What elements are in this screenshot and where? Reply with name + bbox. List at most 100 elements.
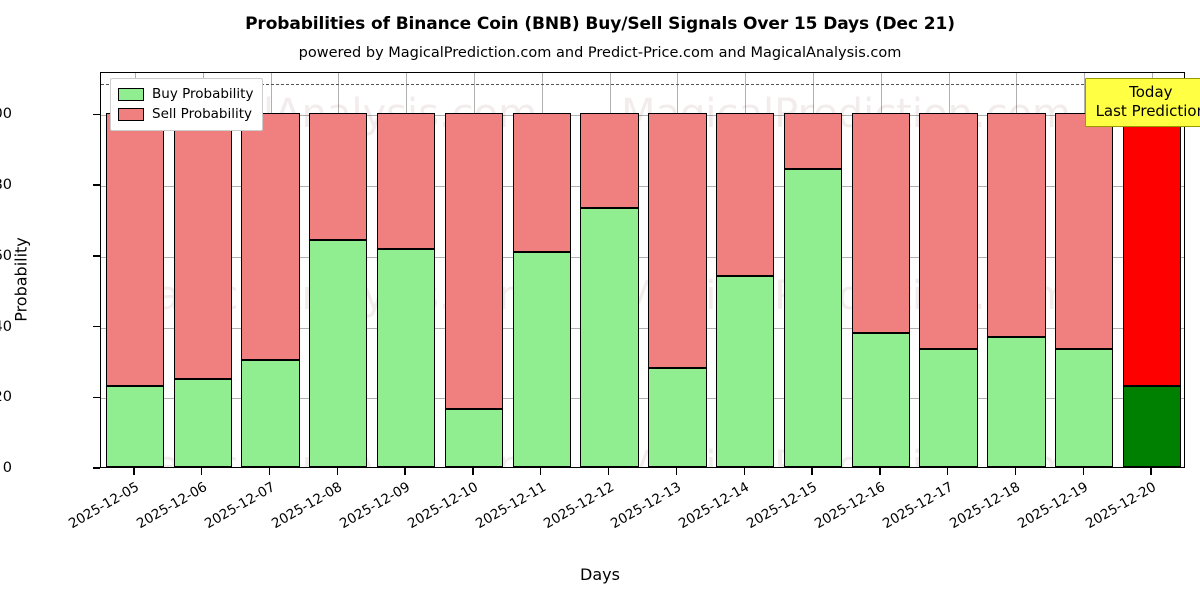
gridline-horizontal — [101, 186, 1184, 188]
bar-group[interactable] — [512, 73, 571, 467]
chart-subtitle: powered by MagicalPrediction.com and Pre… — [298, 45, 902, 61]
y-axis-tick-mark — [93, 467, 100, 469]
bar-segment-buy[interactable] — [987, 336, 1046, 467]
y-axis-tick-mark — [93, 396, 100, 398]
bar-segment-buy[interactable] — [1055, 348, 1114, 467]
legend-label-buy: Buy Probability — [152, 85, 254, 102]
bar-group[interactable] — [1122, 73, 1182, 467]
today-annotation-line1: Today — [1129, 83, 1173, 101]
legend-swatch-sell — [118, 107, 144, 121]
bar-segment-buy[interactable] — [241, 359, 300, 467]
y-axis-tick-mark — [93, 255, 100, 257]
x-axis-tick-mark — [946, 468, 949, 475]
plot-area: MagicalAnalysis.comMagicalPrediction.com… — [100, 72, 1185, 468]
bar-segment-buy[interactable] — [783, 169, 843, 467]
legend-swatch-buy — [118, 87, 144, 101]
y-axis-label: Probability — [11, 237, 31, 322]
x-axis-tick-mark — [472, 468, 474, 475]
bar-segment-buy[interactable] — [1122, 386, 1182, 467]
x-axis-tick-mark — [201, 468, 203, 475]
gridline-horizontal — [101, 115, 1184, 117]
bar-group[interactable] — [105, 73, 165, 467]
bar-segment-buy[interactable] — [376, 249, 436, 467]
bar-segment-buy[interactable] — [851, 333, 910, 467]
x-axis-tick-mark — [404, 468, 406, 475]
legend-label-sell: Sell Probability — [152, 105, 253, 122]
x-axis-tick-mark — [1082, 468, 1084, 475]
bar-segment-buy[interactable] — [580, 207, 639, 467]
x-axis-tick-mark — [336, 468, 339, 475]
bar-segment-sell[interactable] — [851, 113, 910, 333]
gridline-horizontal — [101, 256, 1184, 258]
bar-group[interactable] — [1055, 73, 1114, 467]
bar-segment-sell[interactable] — [444, 113, 504, 409]
y-axis-tick-mark — [93, 113, 100, 116]
x-axis-tick-mark — [268, 468, 271, 475]
bar-segment-buy[interactable] — [919, 349, 978, 467]
bar-segment-buy[interactable] — [173, 378, 232, 467]
y-axis-tick-label: 80 — [0, 177, 12, 194]
x-axis-tick-label: 2025-12-11 — [472, 479, 549, 533]
x-axis-tick-mark — [743, 468, 745, 475]
bar-segment-sell[interactable] — [580, 113, 639, 208]
bar-segment-sell[interactable] — [1122, 113, 1182, 387]
gridline-horizontal — [101, 398, 1184, 400]
x-axis-tick-label: 2025-12-16 — [811, 479, 888, 533]
bar-segment-buy[interactable] — [444, 408, 504, 467]
threshold-dashed-line — [101, 83, 1184, 85]
y-axis-tick-label: 0 — [2, 460, 12, 476]
legend-item-buy: Buy Probability — [118, 84, 253, 104]
bar-segment-sell[interactable] — [716, 113, 775, 277]
x-axis-tick-label: 2025-12-06 — [133, 479, 210, 533]
y-axis-tick-label: 60 — [0, 247, 12, 264]
bar-segment-sell[interactable] — [919, 113, 978, 350]
bar-segment-sell[interactable] — [173, 113, 232, 379]
bar-segment-buy[interactable] — [105, 386, 165, 467]
bar-group[interactable] — [376, 73, 436, 467]
x-axis-tick-mark — [675, 468, 678, 475]
bar-segment-sell[interactable] — [783, 113, 843, 170]
bar-group[interactable] — [580, 73, 639, 467]
y-axis-tick-mark — [93, 184, 100, 186]
y-axis-tick-mark — [93, 325, 100, 328]
x-axis-tick-label: 2025-12-05 — [65, 479, 142, 533]
bar-group[interactable] — [241, 73, 300, 467]
bar-segment-sell[interactable] — [512, 113, 571, 253]
y-axis-tick-label: 20 — [0, 389, 12, 406]
y-axis-tick-label: 40 — [0, 318, 12, 335]
bar-segment-buy[interactable] — [309, 239, 368, 467]
x-axis-tick-mark — [879, 468, 881, 475]
bar-segment-sell[interactable] — [105, 113, 165, 387]
x-axis-tick-mark — [1150, 468, 1152, 475]
x-axis-tick-mark — [1014, 468, 1017, 475]
bar-segment-sell[interactable] — [987, 113, 1046, 337]
bar-group[interactable] — [173, 73, 232, 467]
bar-group[interactable] — [444, 73, 504, 467]
bar-segment-buy[interactable] — [512, 252, 571, 467]
y-axis-tick-label: 100 — [0, 106, 12, 123]
bar-segment-sell[interactable] — [376, 113, 436, 250]
bar-group[interactable] — [919, 73, 978, 467]
x-axis-tick-mark — [607, 468, 610, 475]
bar-group[interactable] — [987, 73, 1046, 467]
today-annotation: Today Last Prediction — [1084, 78, 1200, 127]
bar-group[interactable] — [648, 73, 707, 467]
legend-item-sell: Sell Probability — [118, 104, 253, 124]
bar-segment-buy[interactable] — [716, 276, 775, 467]
gridline-horizontal — [101, 327, 1184, 329]
bar-group[interactable] — [716, 73, 775, 467]
chart-legend: Buy Probability Sell Probability — [110, 78, 264, 131]
x-axis-tick-mark — [811, 468, 813, 475]
bar-segment-sell[interactable] — [309, 113, 368, 240]
bar-segment-sell[interactable] — [648, 113, 707, 369]
x-axis-label: Days — [580, 565, 620, 584]
page-title: Probabilities of Binance Coin (BNB) Buy/… — [245, 14, 955, 34]
bar-group[interactable] — [851, 73, 910, 467]
bar-segment-buy[interactable] — [648, 368, 707, 467]
today-annotation-line2: Last Prediction — [1095, 102, 1200, 120]
x-axis-tick-mark — [133, 468, 135, 475]
bar-group[interactable] — [309, 73, 368, 467]
bar-segment-sell[interactable] — [241, 113, 300, 360]
bar-group[interactable] — [783, 73, 843, 467]
bar-segment-sell[interactable] — [1055, 113, 1114, 349]
